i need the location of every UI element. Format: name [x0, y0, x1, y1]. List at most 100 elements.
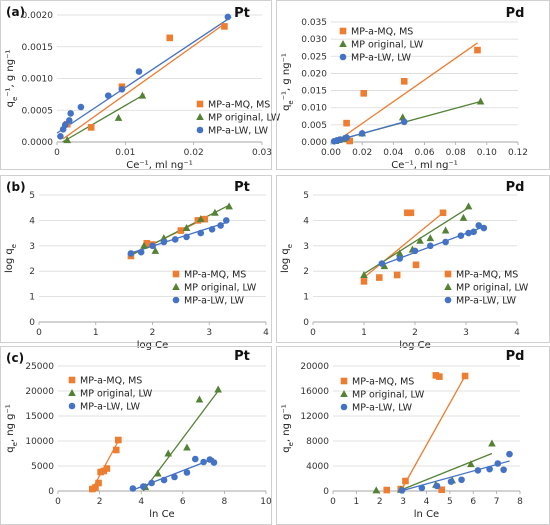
data-point — [486, 465, 493, 473]
legend: MP-a-MQ, MS MP original, LW MP-a-LW, LW — [196, 100, 281, 137]
x-tick-label: 0.08 — [446, 148, 466, 158]
x-tick-label: 10 — [260, 497, 272, 507]
data-point — [360, 90, 368, 97]
data-point — [182, 224, 191, 232]
data-point — [137, 248, 145, 256]
y-tick-label: 8000 — [306, 437, 329, 447]
legend-marker — [172, 270, 180, 278]
legend-marker — [444, 270, 452, 278]
data-point — [129, 485, 137, 492]
x-tick-label: 0.04 — [383, 148, 403, 158]
data-point — [57, 132, 64, 140]
data-point — [171, 236, 179, 243]
x-tick-label: 0.01 — [115, 148, 135, 158]
data-point — [474, 467, 482, 474]
legend-label: MP-a-LW, LW — [80, 402, 141, 413]
x-tick-label: 0.00 — [321, 148, 341, 158]
legend: MP-a-MQ, MS MP original, LW MP-a-LW, LW — [340, 377, 425, 414]
legend: MP-a-MQ, MS MP original, LW MP-a-LW, LW — [68, 376, 153, 413]
x-tick-label: 8 — [517, 497, 523, 507]
y-tick-label: 0.005 — [301, 121, 327, 131]
data-point — [197, 229, 205, 237]
y-tick-label: 0.025 — [301, 52, 327, 62]
x-tick-label: 0.06 — [414, 148, 434, 158]
panel-label-a: (a) — [6, 5, 25, 19]
data-point — [404, 209, 411, 217]
chart-0-pt: 0.0000 0.0005 0.0010 0.0015 0.0020 0 0.01 0.02 0… — [0, 0, 281, 171]
data-point — [418, 484, 426, 492]
data-point — [358, 130, 366, 137]
data-point — [151, 246, 160, 254]
legend-marker — [444, 283, 452, 290]
data-point — [506, 450, 513, 458]
data-point — [458, 476, 465, 484]
data-point — [372, 486, 381, 494]
chart-1-pd: 0.000 0.005 0.010 0.015 0.020 0.025 0.030 0.035… — [276, 0, 550, 171]
legend-marker — [172, 296, 180, 304]
data-point — [177, 227, 185, 234]
y-tick-label: 25000 — [25, 362, 54, 372]
y-tick-label: 0.015 — [301, 87, 327, 97]
data-point — [95, 479, 102, 487]
data-point — [343, 134, 350, 141]
x-tick-label: 6 — [180, 497, 186, 507]
y-tick-label: 3 — [303, 242, 309, 252]
data-point — [461, 372, 469, 380]
data-point — [476, 97, 485, 105]
series-1 — [398, 452, 493, 492]
legend-marker — [339, 27, 347, 35]
data-point — [112, 446, 120, 454]
data-point — [225, 202, 233, 210]
data-point — [196, 215, 205, 223]
legend-label: MP-a-LW, LW — [352, 403, 413, 414]
legend-marker — [68, 389, 76, 396]
y-tick-label: 0 — [303, 318, 309, 328]
legend-marker — [196, 113, 204, 120]
y-tick-label: 2 — [303, 267, 309, 277]
data-point — [402, 477, 409, 485]
y-tick-label: 0.0000 — [22, 138, 54, 148]
x-tick-label: 0.12 — [508, 148, 528, 158]
data-point — [407, 209, 415, 217]
y-tick-label: 5000 — [31, 462, 54, 472]
data-point — [66, 117, 73, 124]
data-point — [92, 484, 99, 491]
data-point — [396, 255, 404, 262]
data-point — [427, 242, 434, 250]
legend-label: MP-a-LW, LW — [456, 296, 517, 307]
data-point — [360, 271, 368, 279]
data-point — [221, 23, 228, 30]
data-point — [442, 238, 449, 246]
x-axis-label: Ce⁻¹, ml ng⁻¹ — [391, 160, 457, 171]
y-tick-label: 0.0010 — [22, 75, 54, 85]
data-point — [447, 478, 455, 485]
y-tick-label: 4 — [303, 216, 309, 226]
y-tick-label: 15000 — [25, 412, 54, 422]
trend-line — [62, 23, 225, 140]
data-point — [343, 119, 350, 127]
y-tick-label: 1 — [303, 293, 309, 303]
x-tick-label: 3 — [206, 328, 212, 338]
data-point — [474, 46, 481, 54]
trend-line — [56, 16, 232, 134]
panel-frame — [276, 175, 550, 343]
metal-label: Pd — [506, 6, 525, 21]
data-point — [77, 103, 85, 111]
legend-marker — [444, 296, 452, 304]
data-point — [67, 110, 74, 117]
y-axis-label: log qe — [280, 244, 294, 273]
chart-4-pt: 0 5000 10000 15000 20000 25000 0 2 4 6 8 10 ln Ce qe,… — [0, 346, 272, 525]
data-point — [183, 469, 191, 476]
x-axis-label: log Ce — [399, 340, 431, 351]
x-tick-label: 0.10 — [477, 148, 497, 158]
y-axis-label: qe, ng g⁻¹ — [5, 404, 19, 453]
y-tick-label: 5 — [29, 191, 35, 201]
data-point — [195, 395, 204, 403]
x-tick-label: 2 — [412, 328, 418, 338]
data-point — [441, 226, 450, 234]
data-point — [118, 85, 126, 93]
data-point — [135, 68, 143, 75]
y-tick-label: 0.010 — [301, 104, 327, 114]
legend-label: MP-a-MQ, MS — [351, 27, 413, 38]
data-point — [383, 486, 391, 494]
